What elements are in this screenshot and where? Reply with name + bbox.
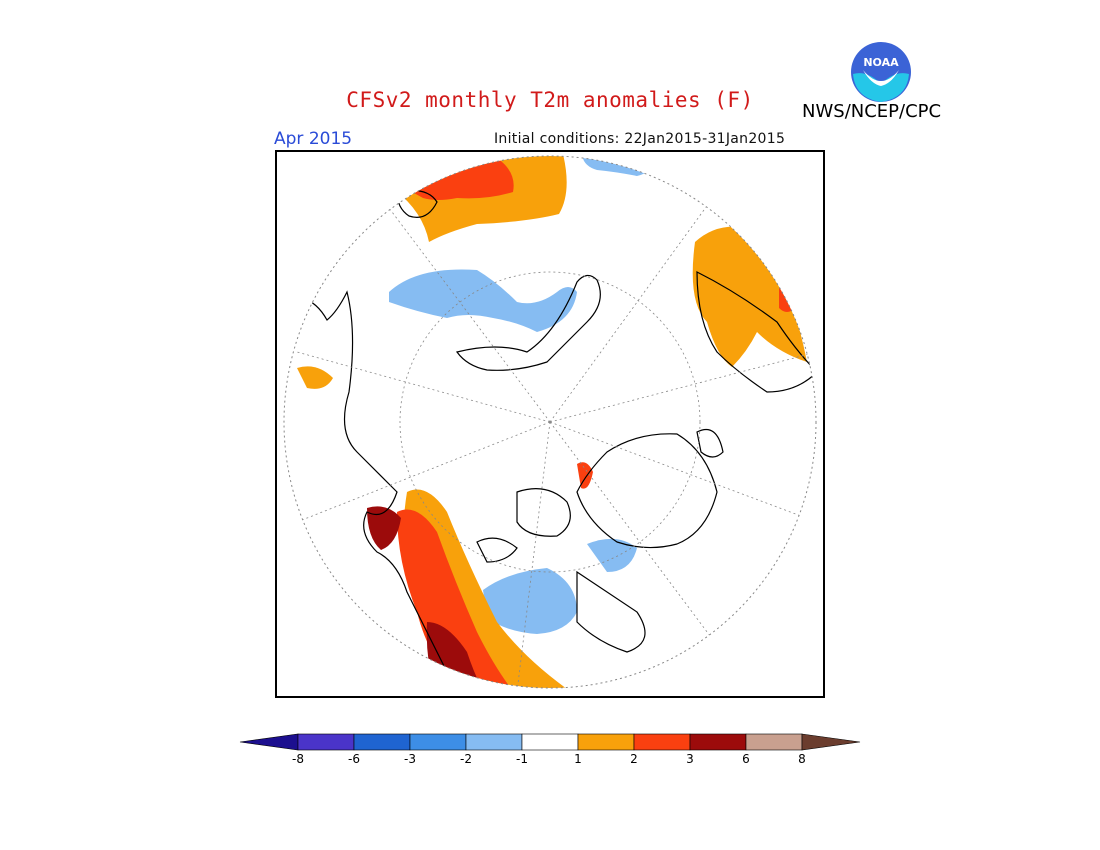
colorbar-cell [633,733,691,751]
anomaly-cool-topright [582,156,657,176]
colorbar-tick-label: 6 [742,752,750,766]
map-boundary [283,155,817,689]
colorbar-cell [689,733,747,751]
anomaly-hot-right [779,288,795,312]
colorbar-cell [465,733,523,751]
colorbar-cell [353,733,411,751]
polar-map [283,155,817,689]
forecast-month: Apr 2015 [274,129,353,149]
anomaly-veryhot-west [367,506,487,688]
anomaly-warm-small [297,366,333,389]
colorbar-tick-label: -8 [292,752,304,766]
colorbar-tick-label: 2 [630,752,638,766]
colorbar [239,733,861,751]
anomaly-warm-right [692,226,807,367]
chart-title: CFSv2 monthly T2m anomalies (F) [346,88,754,112]
graticule [296,191,816,688]
colorbar-tick-label: -1 [516,752,528,766]
colorbar-arrow-right [801,733,861,751]
anomaly-cool-asia [389,269,577,332]
anomaly-warm-scandinavia [577,462,593,489]
initial-conditions: Initial conditions: 22Jan2015-31Jan2015 [494,131,786,147]
colorbar-tick-label: 3 [686,752,694,766]
colorbar-cell [745,733,803,751]
logo-text: NOAA [863,56,899,69]
anomaly-hot-west [397,509,517,688]
noaa-logo: NOAA [851,42,911,102]
colorbar-tick-label: -2 [460,752,472,766]
agency-label: NWS/NCEP/CPC [802,101,942,122]
colorbar-arrow-left [239,733,299,751]
colorbar-cell [521,733,579,751]
colorbar-tick-label: -6 [348,752,360,766]
map-panel [275,150,825,698]
colorbar-cell [577,733,635,751]
colorbar-cell [409,733,467,751]
anomaly-cool-bay [587,538,637,572]
anomaly-cool-canada [483,568,577,634]
colorbar-tick-label: 8 [798,752,806,766]
coastlines [301,189,816,688]
colorbar-tick-label: 1 [574,752,582,766]
colorbar-tick-label: -3 [404,752,416,766]
anomaly-hot-top [405,158,514,200]
colorbar-cell [297,733,355,751]
